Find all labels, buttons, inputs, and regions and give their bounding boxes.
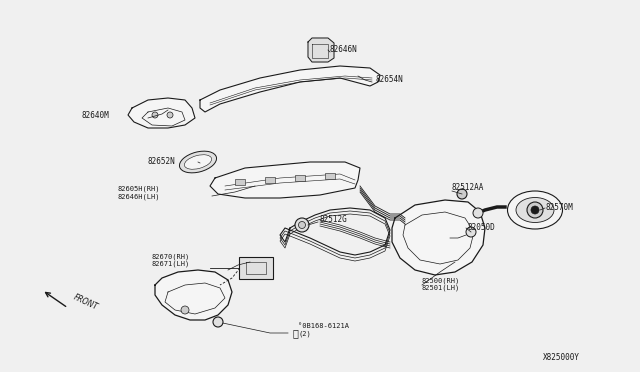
Text: X825000Y: X825000Y <box>543 353 580 362</box>
Text: 82640M: 82640M <box>82 112 109 121</box>
Ellipse shape <box>179 151 216 173</box>
Circle shape <box>298 221 305 228</box>
Ellipse shape <box>508 191 563 229</box>
Text: 82570M: 82570M <box>545 202 573 212</box>
Bar <box>295 175 305 181</box>
Circle shape <box>466 227 476 237</box>
Circle shape <box>527 202 543 218</box>
Text: 82670(RH)
82671(LH): 82670(RH) 82671(LH) <box>152 253 190 267</box>
Bar <box>325 173 335 179</box>
Bar <box>265 177 275 183</box>
Ellipse shape <box>184 155 212 169</box>
Circle shape <box>213 317 223 327</box>
Ellipse shape <box>516 198 554 222</box>
Polygon shape <box>200 66 380 112</box>
Circle shape <box>531 206 539 214</box>
Text: 82512G: 82512G <box>320 215 348 224</box>
Polygon shape <box>308 38 334 62</box>
Circle shape <box>295 218 309 232</box>
Text: 82050D: 82050D <box>468 224 496 232</box>
Polygon shape <box>210 162 360 198</box>
Polygon shape <box>155 270 232 320</box>
Text: 82500(RH)
82501(LH): 82500(RH) 82501(LH) <box>422 277 460 291</box>
Circle shape <box>167 112 173 118</box>
Text: 82646N: 82646N <box>330 45 358 55</box>
Text: FRONT: FRONT <box>72 292 99 312</box>
Polygon shape <box>392 200 485 275</box>
Polygon shape <box>128 98 195 128</box>
Circle shape <box>473 208 483 218</box>
Text: 82512AA: 82512AA <box>452 183 484 192</box>
Text: 82654N: 82654N <box>375 76 403 84</box>
Circle shape <box>181 306 189 314</box>
Circle shape <box>152 112 158 118</box>
Bar <box>235 179 245 185</box>
Circle shape <box>457 189 467 199</box>
FancyBboxPatch shape <box>239 257 273 279</box>
Text: °0B168-6121A
(2): °0B168-6121A (2) <box>298 323 349 337</box>
Text: 82605H(RH)
82646H(LH): 82605H(RH) 82646H(LH) <box>118 186 161 200</box>
Text: Ⓑ: Ⓑ <box>292 328 298 338</box>
Text: 82652N: 82652N <box>148 157 176 167</box>
